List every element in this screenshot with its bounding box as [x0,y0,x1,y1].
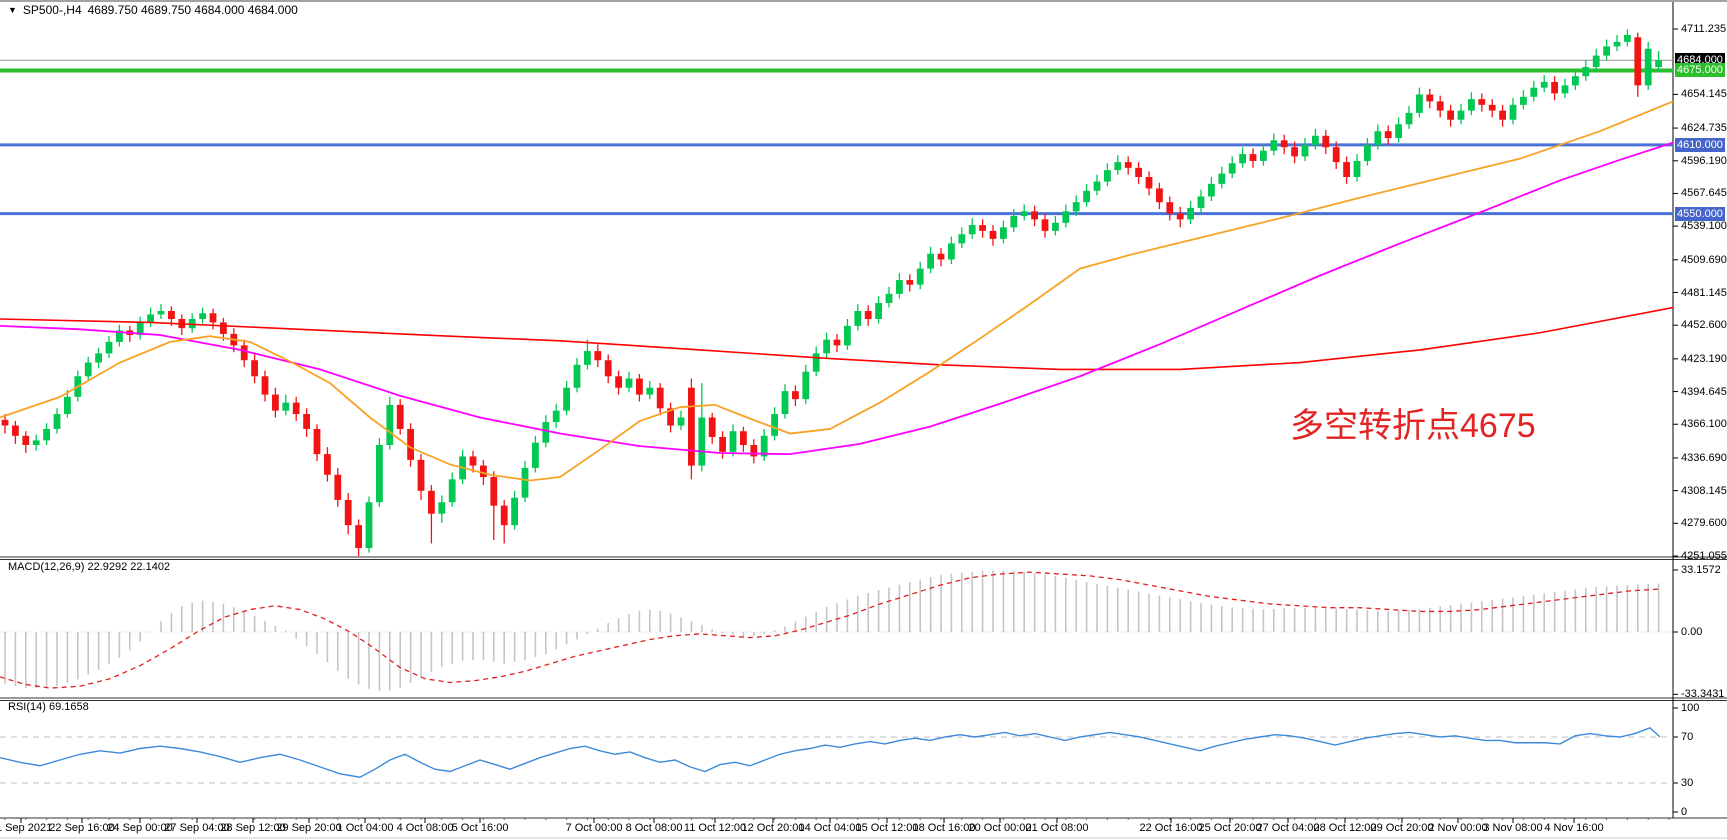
time-axis-label: 15 Oct 12:00 [855,822,919,834]
price-axis-tick: 4279.600 [1681,517,1727,530]
time-axis-label: 12 Oct 20:00 [741,822,805,834]
price-axis-tick: 4336.690 [1681,451,1727,464]
macd-scale-label: 33.1572 [1681,563,1721,576]
time-axis-label: 24 Sep 00:00 [107,822,173,834]
ma-fast-line [0,100,1674,482]
macd-histogram [4,570,1660,691]
time-axis-label: 21 Oct 08:00 [1025,822,1089,834]
time-axis-label: 4 Nov 16:00 [1544,822,1604,834]
chart-header: ▼ SP500-,H4 4689.750 4689.750 4684.000 4… [8,3,298,17]
price-axis-tick: 4539.100 [1681,220,1727,233]
time-axis-label: 1 Oct 04:00 [336,822,394,834]
time-axis-label: 22 Oct 16:00 [1139,822,1203,834]
time-axis-label: 28 Oct 12:00 [1313,822,1377,834]
time-axis-label: 7 Oct 00:00 [565,822,623,834]
time-axis-label: 22 Sep 16:00 [49,822,115,834]
macd-signal-line [0,571,1661,689]
price-axis-tick: 4308.145 [1681,484,1727,497]
candlestick-series [1,29,1662,557]
rsi-line [0,726,1661,778]
ohlc-quote: 4689.750 4689.750 4684.000 4684.000 [87,3,298,17]
price-axis-tick: 4567.645 [1681,187,1727,200]
price-axis-tick: 4394.645 [1681,385,1727,398]
price-badge-4610.000: 4610.000 [1675,137,1725,152]
time-axis-label: 25 Oct 20:00 [1198,822,1262,834]
price-axis-tick: 4711.235 [1681,23,1727,35]
rsi-scale-label: 70 [1681,731,1694,743]
rsi-scale-label: 30 [1681,777,1694,789]
price-axis-tick: 4654.145 [1681,88,1727,101]
macd-scale-label: -33.3431 [1681,688,1725,701]
symbol-timeframe: SP500-,H4 [22,3,82,17]
price-badge-4675.000: 4675.000 [1675,63,1725,78]
price-axis-tick: 4452.600 [1681,319,1727,332]
time-axis-label: 3 Nov 08:00 [1483,822,1543,834]
time-axis-label: 29 Oct 20:00 [1370,822,1434,834]
time-axis-label: 11 Oct 12:00 [683,822,747,834]
time-axis-label: 28 Sep 12:00 [220,822,286,834]
time-axis-label: 8 Oct 08:00 [625,822,683,834]
time-axis-label: 18 Oct 16:00 [912,822,976,834]
price-badge-4550.000: 4550.000 [1675,206,1725,221]
time-axis-label: 29 Sep 20:00 [276,822,342,834]
time-axis-label: 20 Oct 00:00 [968,822,1032,834]
time-axis-label: 27 Sep 04:00 [164,822,230,834]
ma-slow-line [0,306,1674,371]
price-axis-tick: 4251.055 [1681,550,1727,562]
rsi-indicator-label: RSI(14) 69.1658 [8,701,89,713]
price-axis-tick: 4481.145 [1681,286,1727,299]
price-axis-tick: 4596.190 [1681,154,1727,167]
chart-annotation-text: 多空转折点4675 [1290,407,1536,445]
rsi-scale-label: 0 [1681,806,1688,818]
macd-indicator-label: MACD(12,26,9) 22.9292 22.1402 [8,561,171,573]
time-axis-label: 21 Sep 2021 [0,822,53,834]
macd-scale-label: 0.00 [1681,626,1703,638]
price-axis-tick: 4366.100 [1681,418,1727,431]
price-axis-tick: 4509.690 [1681,253,1727,266]
time-axis-label: 14 Oct 04:00 [798,822,862,834]
price-axis-tick: 4423.190 [1681,352,1727,365]
rsi-scale-label: 100 [1681,702,1700,714]
time-axis-label: 27 Oct 04:00 [1256,822,1320,834]
time-axis-label: 2 Nov 00:00 [1428,822,1488,834]
time-axis-label: 4 Oct 08:00 [396,822,454,834]
price-axis-tick: 4624.735 [1681,122,1727,135]
time-axis-label: 5 Oct 16:00 [451,822,509,834]
symbol-dropdown-icon[interactable]: ▼ [8,4,17,15]
